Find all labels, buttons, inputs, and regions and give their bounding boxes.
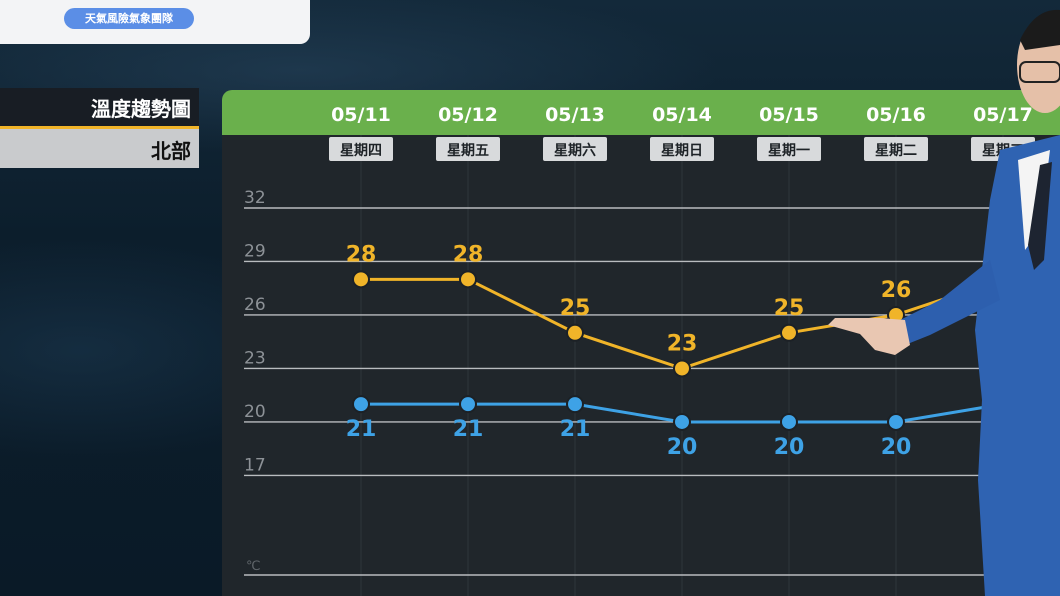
weekday-label: 星期四 — [340, 143, 382, 159]
data-label: 20 — [667, 435, 698, 460]
y-tick-label: 23 — [244, 348, 266, 368]
region-label: 北部 — [151, 139, 191, 163]
temperature-chart: 32 29 26 23 20 17 ℃ 05/11 星期四 05/12 星期五 05/13 星期六 05/… — [244, 104, 1060, 596]
y-tick-label: 26 — [244, 295, 266, 315]
weekday-label: 星期五 — [447, 143, 489, 159]
data-label: 25 — [560, 296, 591, 321]
weekday-tag — [650, 137, 714, 161]
date-label: 05/16 — [866, 104, 926, 126]
data-label: 23 — [667, 331, 698, 356]
data-point — [459, 395, 477, 414]
date-label: 05/12 — [438, 104, 498, 126]
data-label: 20 — [774, 435, 805, 460]
top-info-card: 天氣風險氣象團隊 — [0, 0, 310, 44]
data-label: 21 — [560, 417, 591, 442]
data-point — [780, 412, 798, 431]
date-label: 05/11 — [331, 104, 391, 126]
y-tick-label: 17 — [244, 455, 266, 475]
y-tick-label: 20 — [244, 402, 266, 422]
date-label: 05/13 — [545, 104, 605, 126]
weekday-label: 星期日 — [661, 143, 703, 159]
data-label: 26 — [881, 278, 912, 303]
weekday-tag — [329, 137, 393, 161]
date-label: 05/17 — [973, 104, 1033, 126]
date-label: 05/14 — [652, 104, 712, 126]
y-tick-label: 32 — [244, 188, 266, 208]
data-point — [673, 359, 691, 378]
chart-title: 溫度趨勢圖 — [91, 97, 191, 121]
date-label: 05/15 — [759, 104, 819, 126]
data-point — [352, 270, 370, 289]
weekday-label: 星期一 — [768, 143, 810, 159]
data-point — [566, 395, 584, 414]
y-axis-unit: ℃ — [246, 559, 261, 574]
weekday-label: 星期六 — [554, 142, 596, 159]
weekday-label: 星期二 — [875, 143, 917, 159]
chart-title-box: 溫度趨勢圖 — [0, 88, 199, 129]
data-label: 21 — [453, 417, 484, 442]
region-box: 北部 — [0, 129, 199, 168]
weekday-tag — [436, 137, 500, 161]
team-badge: 天氣風險氣象團隊 — [64, 8, 194, 29]
data-label: 20 — [881, 435, 912, 460]
weekday-tag — [864, 137, 928, 161]
chart-panel: 32 29 26 23 20 17 ℃ 05/11 星期四 05/12 星期五 05/13 星期六 05/… — [222, 90, 1060, 596]
data-label: 28 — [346, 242, 377, 267]
data-point — [780, 323, 798, 342]
data-label: 25 — [774, 296, 805, 321]
data-point — [459, 270, 477, 289]
weekday-tag — [543, 137, 607, 161]
data-label: 28 — [453, 242, 484, 267]
y-tick-label: 29 — [244, 241, 266, 261]
data-point — [673, 412, 691, 431]
weekday-tag — [757, 137, 821, 161]
data-point — [566, 323, 584, 342]
data-point — [352, 395, 370, 414]
data-label: 21 — [346, 417, 377, 442]
data-point — [887, 412, 905, 431]
date-header-bar — [222, 90, 1060, 135]
